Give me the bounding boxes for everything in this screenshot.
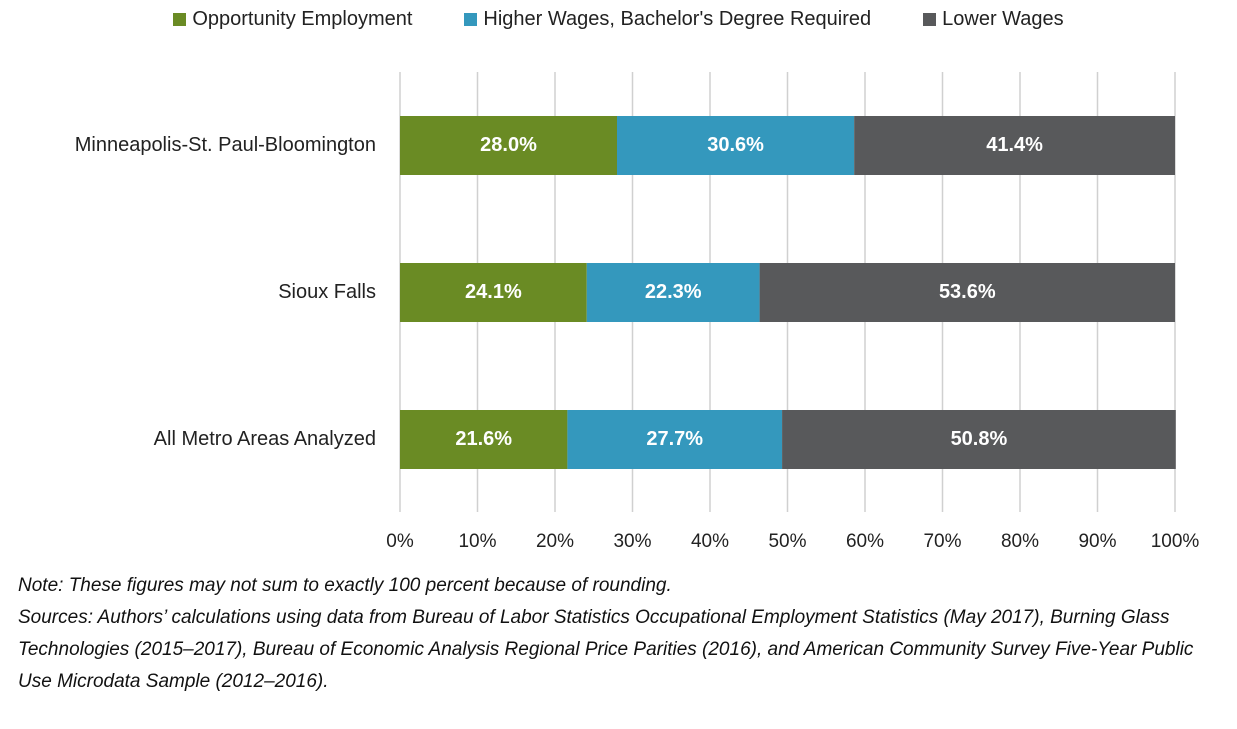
bar-segment (586, 263, 760, 322)
value-label: 41.4% (986, 134, 1043, 156)
value-label: 22.3% (645, 281, 702, 303)
bar-segment (617, 116, 855, 175)
bar-segment (400, 263, 587, 322)
bar-segment (400, 410, 568, 469)
legend-label: Lower Wages (942, 8, 1064, 30)
value-label: 21.6% (455, 428, 512, 450)
x-tick-label: 70% (923, 531, 961, 552)
category-label: All Metro Areas Analyzed (154, 428, 376, 450)
value-label: 30.6% (707, 134, 764, 156)
category-label: Sioux Falls (278, 281, 376, 303)
note: Note: These figures may not sum to exact… (18, 575, 672, 596)
x-tick-label: 40% (691, 531, 729, 552)
x-tick-label: 90% (1078, 531, 1116, 552)
bar-segment (782, 410, 1176, 469)
sources: Sources: Authors’ calculations using dat… (18, 607, 1194, 692)
legend-label: Opportunity Employment (192, 8, 413, 30)
bar-segment (567, 410, 783, 469)
value-label: 28.0% (480, 134, 537, 156)
bar-segment (400, 116, 617, 175)
category-label: Minneapolis-St. Paul-Bloomington (75, 134, 376, 156)
legend-item: Opportunity Employment (173, 8, 412, 31)
bar-segment (854, 116, 1175, 175)
x-tick-label: 20% (536, 531, 574, 552)
bar-segment (759, 263, 1175, 322)
value-label: 24.1% (465, 281, 522, 303)
x-tick-label: 10% (458, 531, 496, 552)
x-tick-label: 100% (1151, 531, 1200, 552)
notes: Note: These figures may not sum to exact… (18, 570, 1223, 698)
legend: Opportunity Employment Higher Wages, Bach… (0, 8, 1237, 31)
x-tick-label: 0% (386, 531, 414, 552)
value-label: 53.6% (939, 281, 996, 303)
legend-swatch (173, 13, 187, 26)
legend-swatch (464, 13, 478, 26)
x-tick-label: 30% (613, 531, 651, 552)
legend-item: Lower Wages (923, 8, 1064, 31)
x-tick-label: 80% (1001, 531, 1039, 552)
chart: 0% 10% 20% 30% 40% 50% 60% 70% 80% 90% 100% Minneap… (75, 72, 1200, 552)
legend-item: Higher Wages, Bachelor's Degree Required (464, 8, 871, 31)
value-label: 50.8% (951, 428, 1008, 450)
value-label: 27.7% (646, 428, 703, 450)
x-tick-label: 60% (846, 531, 884, 552)
legend-label: Higher Wages, Bachelor's Degree Required (483, 8, 872, 30)
legend-swatch (923, 13, 937, 26)
x-tick-label: 50% (768, 531, 806, 552)
